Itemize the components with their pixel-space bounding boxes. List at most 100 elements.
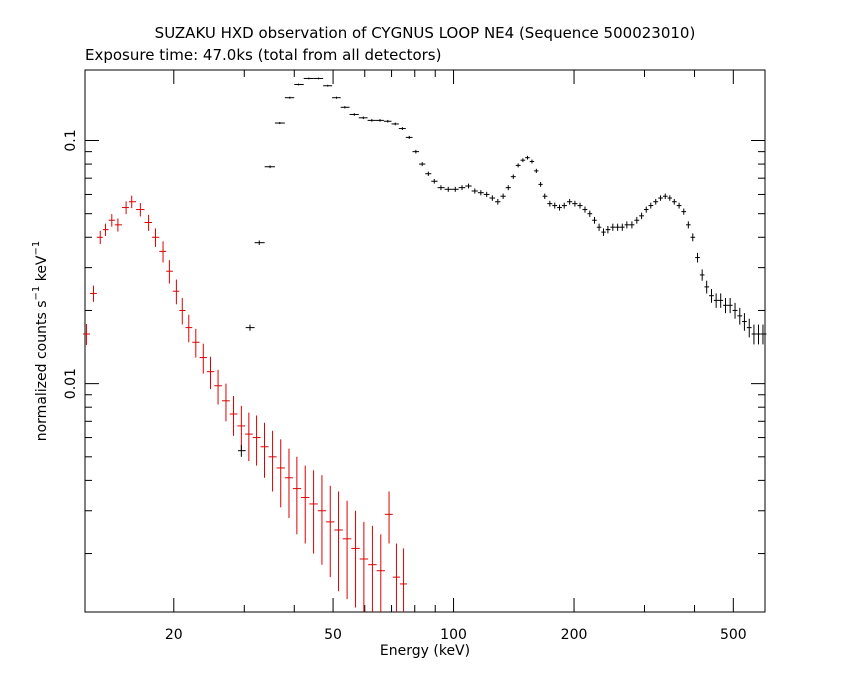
data-point [695,252,700,263]
data-point [419,162,426,167]
data-point [166,260,173,284]
data-point [222,383,230,422]
data-point [214,369,223,405]
data-point [284,96,295,99]
data-point [552,202,558,209]
data-point [505,185,511,191]
data-point [451,186,459,192]
data-point [538,182,543,187]
data-point [237,444,246,457]
data-point [592,216,597,224]
data-point [284,448,293,519]
data-point [412,149,420,154]
data-point [121,201,129,215]
data-point [89,285,97,302]
data-point [245,412,253,462]
y-tick-label: 0.1 [63,129,79,151]
data-point [309,470,318,554]
data-point [294,83,304,86]
data-point [662,193,668,199]
data-point [619,223,625,231]
data-point [672,198,677,205]
x-tick-label: 50 [324,627,342,643]
data-point [102,223,109,236]
data-point [276,439,285,508]
data-point [615,223,620,231]
y-label-sup1: −1 [31,286,42,301]
data-point [313,77,324,80]
data-point [425,171,432,176]
data-point [444,186,452,192]
data-point [384,491,393,544]
data-point [192,328,200,358]
data-point [359,521,369,612]
chart-subtitle: Exposure time: 47.0ks (total from all de… [85,46,441,64]
data-point [718,293,724,308]
y-label-mid: keV [34,255,50,286]
data-point [368,525,377,612]
data-point [114,218,122,232]
data-point [264,165,275,169]
data-point [323,84,333,87]
chart-title: SUZAKU HXD observation of CYGNUS LOOP NE… [155,24,696,42]
data-point [392,543,400,612]
data-point [681,208,687,215]
data-point [83,323,90,346]
data-point [713,293,719,308]
data-point [172,279,180,305]
data-point [349,113,359,116]
data-point [477,190,484,196]
data-point [667,195,673,201]
data-point [699,269,705,281]
data-point [495,198,501,205]
plot-frame [84,69,766,613]
data-point [96,230,103,245]
data-point [199,343,207,374]
data-point [751,324,757,345]
data-point [399,548,407,612]
data-point [648,202,654,209]
data-point [144,214,153,231]
data-point [383,119,392,123]
data-point [252,415,261,466]
data-point [727,298,733,314]
x-tick-label: 100 [440,627,467,643]
data-point [342,500,352,600]
data-point [206,356,215,390]
data-point [334,491,343,592]
data-point [629,221,635,229]
data-point [557,204,562,211]
data-point [332,96,341,99]
data-point [760,324,767,345]
data-point [179,298,186,325]
data-point [520,158,526,163]
data-point [686,221,691,229]
data-point [500,193,506,199]
data-point [152,228,160,247]
data-point [566,198,573,205]
data-point [268,430,277,492]
data-point [732,302,738,319]
y-label-sup2: −1 [31,241,42,256]
x-tick-label: 500 [720,627,747,643]
data-point [398,127,406,130]
data-point [676,202,682,209]
data-point [340,106,350,109]
data-point [610,223,616,231]
data-point [303,77,314,80]
x-tick-label: 20 [165,627,183,643]
data-point [756,324,761,345]
data-point [658,195,663,201]
data-point [367,119,376,122]
data-point [515,163,521,168]
data-point [601,228,606,236]
data-point [437,185,445,191]
data-point [471,188,478,194]
data-point [525,155,530,160]
data-point [577,202,583,209]
data-point [723,298,728,314]
axis-ticks: 20 50 100 200 500 0.01 0.1 [63,70,765,643]
data-point [245,324,255,331]
data-point [639,212,644,220]
data-point [465,183,472,189]
